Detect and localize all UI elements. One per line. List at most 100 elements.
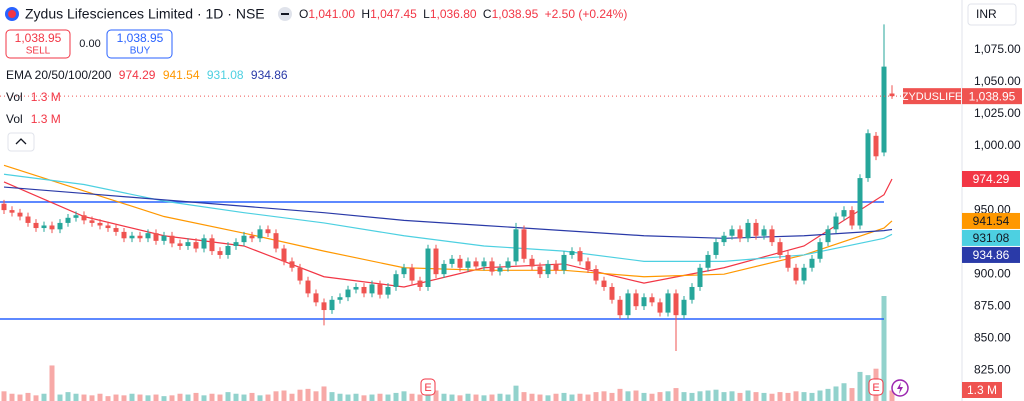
candle-body xyxy=(609,286,615,300)
volume-bar xyxy=(745,390,751,401)
vol-value: 1.3 M xyxy=(31,112,61,126)
candle-body xyxy=(113,228,119,232)
candle-body xyxy=(345,289,351,298)
vol-title: Vol xyxy=(6,112,23,126)
vol-title: Vol xyxy=(6,90,23,104)
volume-bar xyxy=(577,393,583,401)
candle-body xyxy=(329,299,335,311)
volume-bar xyxy=(305,388,311,401)
volume-bar xyxy=(609,392,615,401)
buy-label: BUY xyxy=(130,46,151,57)
currency: INR xyxy=(976,7,997,21)
volume-bar xyxy=(17,394,23,401)
candle-body xyxy=(577,251,583,262)
volume-bar xyxy=(33,395,39,401)
volume-bar xyxy=(377,393,383,401)
ema-tag-label: 931.08 xyxy=(973,231,1010,245)
volume-bar xyxy=(489,394,495,401)
candle-body xyxy=(761,229,767,236)
volume-bar xyxy=(145,395,151,401)
volume-bar xyxy=(313,391,319,401)
status-icon-bar xyxy=(281,13,289,15)
volume-bar xyxy=(737,392,743,401)
candle-body xyxy=(721,235,727,243)
candle-body xyxy=(601,280,607,287)
change: +2.50 (+0.24%) xyxy=(545,7,628,21)
volume-bar xyxy=(49,365,55,401)
ohlc-key: L xyxy=(423,7,430,21)
volume-bar xyxy=(617,388,623,401)
candle-body xyxy=(745,222,751,239)
volume-bar xyxy=(225,392,231,401)
buy-button[interactable] xyxy=(106,29,173,59)
volume-bar xyxy=(537,394,543,401)
ema-value: 934.86 xyxy=(251,68,288,82)
volume-bar xyxy=(385,394,391,401)
candle-body xyxy=(201,238,207,249)
candle-body xyxy=(849,210,855,226)
vol-legend: Vol 1.3 M xyxy=(6,90,61,104)
volume-bar xyxy=(1,391,7,401)
volume-bar xyxy=(521,392,527,401)
candle-body xyxy=(81,215,87,221)
candle-body xyxy=(393,274,399,287)
volume-bar xyxy=(681,392,687,401)
candle-body xyxy=(873,135,879,157)
sell-price: 1,038.95 xyxy=(15,31,62,45)
candle-body xyxy=(89,220,95,223)
volume-bar xyxy=(569,394,575,401)
event-badge xyxy=(420,378,436,396)
event-label: E xyxy=(424,382,431,394)
currency-box[interactable] xyxy=(967,3,1017,26)
candle-body xyxy=(217,251,223,255)
volume-bar xyxy=(97,393,103,401)
candle-body xyxy=(121,231,127,239)
candle-body xyxy=(145,233,151,239)
candle-body xyxy=(273,233,279,249)
candle-body xyxy=(433,248,439,275)
sell-button[interactable] xyxy=(5,29,71,59)
volume-bar xyxy=(217,394,223,401)
candle-body xyxy=(529,258,535,267)
ohlc-value: 1,041.00 xyxy=(308,7,355,21)
volume-bar xyxy=(281,390,287,401)
candle-body xyxy=(673,293,679,316)
candle-body xyxy=(697,267,703,287)
event-label: E xyxy=(872,382,879,394)
candle-body xyxy=(1,203,7,211)
volume-bar xyxy=(673,388,679,401)
candle-body xyxy=(769,229,775,243)
volume-bar xyxy=(273,391,279,401)
symbol-tag-label: ZYDUSLIFE xyxy=(902,91,963,103)
candle-body xyxy=(409,267,415,281)
volume-bar xyxy=(329,392,335,401)
volume-bar xyxy=(457,395,463,401)
candle-body xyxy=(649,297,655,303)
ema-value: 974.29 xyxy=(119,68,156,82)
dividend-icon-bolt xyxy=(897,382,903,394)
y-tick-label: 875.00 xyxy=(974,298,1011,312)
candle-body xyxy=(865,133,871,179)
volume-bar xyxy=(241,394,247,401)
candle-body xyxy=(777,242,783,255)
volume-bar xyxy=(393,392,399,401)
candle-body xyxy=(65,217,71,223)
volume-bar xyxy=(553,393,559,401)
y-tick-label: 850.00 xyxy=(974,330,1011,344)
candle-body xyxy=(857,178,863,226)
ema-title: EMA 20/50/100/200 xyxy=(6,68,112,82)
collapse-button[interactable] xyxy=(7,132,35,152)
volume-bar xyxy=(585,394,591,401)
candle-body xyxy=(729,229,735,236)
volume-bar xyxy=(777,392,783,401)
candle-body xyxy=(801,267,807,281)
candle-body xyxy=(289,261,295,268)
volume-bar xyxy=(433,390,439,401)
volume-bar xyxy=(345,394,351,401)
candle-body xyxy=(617,299,623,316)
candle-body xyxy=(889,93,895,97)
volume-bar xyxy=(529,393,535,401)
